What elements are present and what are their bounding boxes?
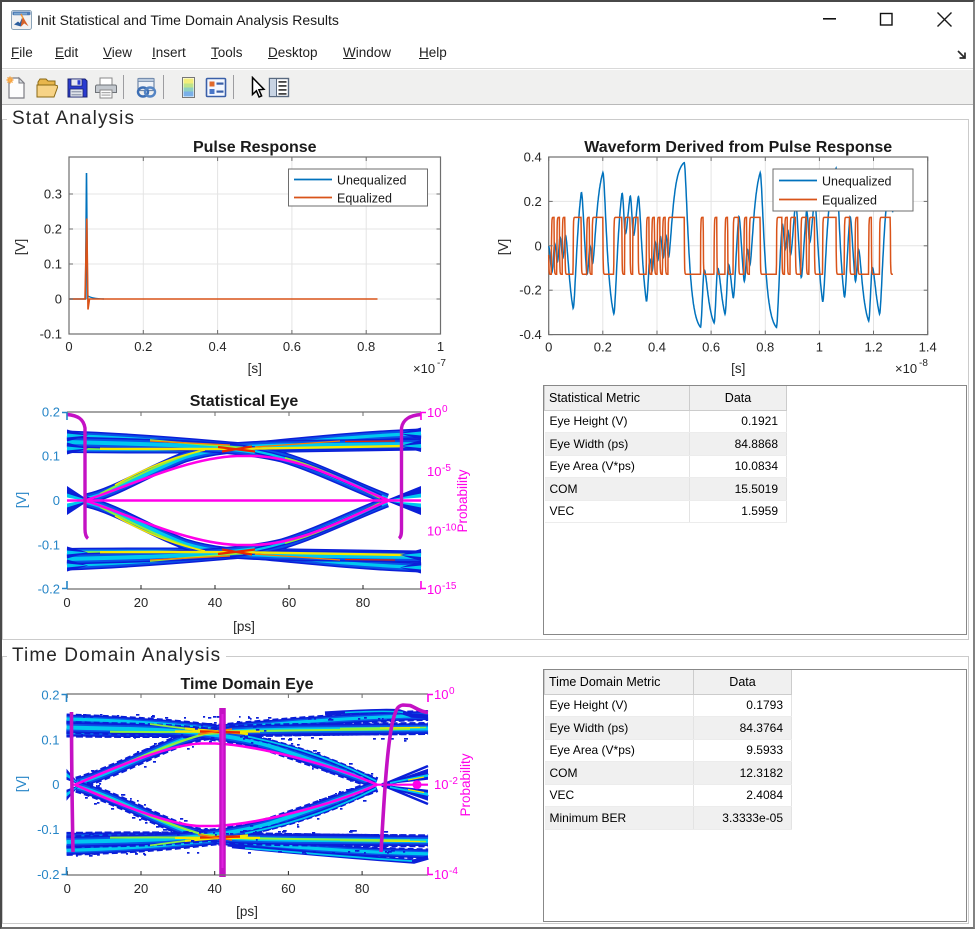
- svg-text:Pulse Response: Pulse Response: [193, 139, 317, 156]
- svg-text:60: 60: [282, 595, 296, 610]
- svg-text:Time Domain Eye: Time Domain Eye: [180, 676, 313, 693]
- svg-text:0: 0: [55, 292, 62, 307]
- svg-text:-10: -10: [442, 522, 457, 533]
- svg-text:1: 1: [437, 339, 444, 354]
- svg-text:Waveform Derived from Pulse Re: Waveform Derived from Pulse Response: [584, 139, 892, 156]
- svg-text:0.4: 0.4: [648, 340, 666, 355]
- svg-text:-7: -7: [437, 358, 446, 369]
- svg-text:0.2: 0.2: [41, 687, 59, 702]
- svg-text:0: 0: [52, 777, 59, 792]
- svg-text:10: 10: [427, 464, 441, 479]
- svg-text:10: 10: [434, 777, 448, 792]
- svg-text:10: 10: [427, 405, 441, 420]
- svg-text:Equalized: Equalized: [337, 192, 392, 206]
- svg-text:Equalized: Equalized: [822, 194, 877, 208]
- svg-text:0: 0: [65, 339, 72, 354]
- svg-text:-15: -15: [442, 581, 457, 592]
- svg-text:-0.2: -0.2: [37, 867, 59, 882]
- svg-text:0.2: 0.2: [134, 339, 152, 354]
- svg-text:60: 60: [281, 881, 295, 896]
- svg-text:Probability: Probability: [455, 469, 470, 532]
- svg-text:[V]: [V]: [13, 239, 28, 256]
- svg-text:10: 10: [434, 687, 448, 702]
- svg-text:-0.4: -0.4: [519, 327, 541, 342]
- svg-text:-2: -2: [449, 776, 458, 787]
- svg-text:0: 0: [442, 404, 448, 415]
- svg-text:0.4: 0.4: [524, 150, 542, 165]
- svg-text:0.8: 0.8: [756, 340, 774, 355]
- svg-text:0: 0: [64, 881, 71, 896]
- svg-text:Probability: Probability: [458, 753, 473, 816]
- svg-text:×10: ×10: [895, 361, 917, 376]
- svg-text:10: 10: [427, 523, 441, 538]
- svg-text:-0.1: -0.1: [40, 327, 62, 342]
- svg-text:0.1: 0.1: [42, 449, 60, 464]
- svg-text:[V]: [V]: [14, 492, 29, 509]
- svg-text:0: 0: [63, 595, 70, 610]
- svg-text:10: 10: [427, 582, 441, 597]
- svg-text:-0.2: -0.2: [519, 283, 541, 298]
- svg-text:40: 40: [208, 595, 222, 610]
- svg-text:20: 20: [134, 881, 148, 896]
- svg-text:1.2: 1.2: [865, 340, 883, 355]
- svg-text:-0.1: -0.1: [37, 822, 59, 837]
- svg-text:0.2: 0.2: [594, 340, 612, 355]
- svg-text:0.1: 0.1: [41, 732, 59, 747]
- svg-text:[V]: [V]: [14, 776, 29, 793]
- svg-text:0.4: 0.4: [209, 339, 227, 354]
- svg-text:Unequalized: Unequalized: [822, 175, 892, 189]
- svg-text:[s]: [s]: [248, 361, 262, 376]
- svg-text:0.6: 0.6: [283, 339, 301, 354]
- svg-text:0.2: 0.2: [42, 405, 60, 420]
- svg-text:10: 10: [434, 867, 448, 882]
- svg-text:0.1: 0.1: [44, 257, 62, 272]
- svg-text:-5: -5: [442, 463, 451, 474]
- svg-text:0: 0: [449, 686, 455, 697]
- svg-text:Unequalized: Unequalized: [337, 174, 407, 188]
- svg-text:0.2: 0.2: [44, 222, 62, 237]
- svg-text:[s]: [s]: [731, 361, 745, 376]
- svg-text:1: 1: [816, 340, 823, 355]
- svg-text:[ps]: [ps]: [233, 619, 255, 634]
- svg-text:0.2: 0.2: [524, 194, 542, 209]
- svg-text:-4: -4: [449, 866, 458, 877]
- svg-text:Statistical Eye: Statistical Eye: [190, 393, 299, 410]
- svg-text:0.8: 0.8: [357, 339, 375, 354]
- svg-text:40: 40: [207, 881, 221, 896]
- svg-text:0.6: 0.6: [702, 340, 720, 355]
- svg-text:80: 80: [355, 881, 369, 896]
- svg-text:1.4: 1.4: [919, 340, 937, 355]
- svg-text:20: 20: [134, 595, 148, 610]
- svg-text:[ps]: [ps]: [236, 904, 258, 919]
- svg-text:-0.2: -0.2: [38, 582, 60, 597]
- svg-text:-0.1: -0.1: [38, 537, 60, 552]
- svg-text:[V]: [V]: [496, 239, 511, 256]
- svg-text:0.3: 0.3: [44, 187, 62, 202]
- svg-text:0: 0: [545, 340, 552, 355]
- svg-text:80: 80: [356, 595, 370, 610]
- svg-text:-8: -8: [919, 358, 928, 369]
- svg-text:0: 0: [534, 238, 541, 253]
- svg-text:×10: ×10: [413, 361, 435, 376]
- svg-text:0: 0: [53, 493, 60, 508]
